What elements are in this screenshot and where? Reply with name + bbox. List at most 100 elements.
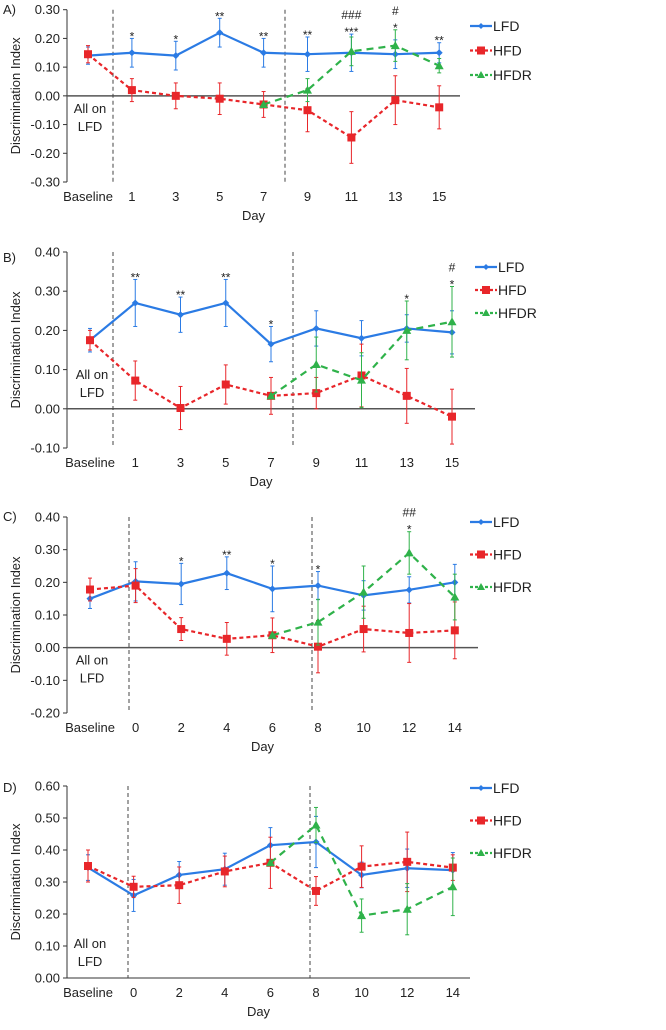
panel-label: B): [3, 250, 16, 265]
data-point: [266, 391, 276, 400]
legend-label: HFD: [493, 547, 522, 563]
data-point: [311, 820, 321, 829]
baseline-note: All on: [74, 936, 107, 951]
y-tick-label: 0.40: [35, 843, 60, 858]
data-point: [86, 585, 94, 594]
data-point: [216, 29, 224, 37]
legend-marker: [477, 46, 485, 55]
data-point: [177, 625, 186, 634]
y-tick-label: -0.10: [30, 673, 60, 688]
legend-label: HFDR: [493, 67, 532, 83]
panel-a: A) 0.30 0.20 0.10 0.00 -0.10 -0.20 -0.30 Discrim…: [3, 2, 532, 223]
significance-marker: #: [392, 4, 399, 18]
x-tick-label: 3: [172, 189, 179, 204]
baseline-note: LFD: [80, 385, 105, 400]
y-tick-label: 0.30: [35, 284, 60, 299]
y-tick-label: -0.20: [30, 706, 60, 721]
data-point: [312, 389, 321, 398]
x-tick-label: 11: [355, 455, 369, 470]
data-point: [448, 412, 456, 421]
panel-d: D) 0.60 0.50 0.40 0.30 0.20 0.10 0.00 Discrimina…: [3, 779, 532, 1020]
data-point: [267, 630, 277, 639]
x-tick-label: 8: [312, 985, 319, 1000]
y-tick-label: 0.30: [35, 2, 60, 17]
data-point: [447, 317, 457, 326]
x-tick-label: 4: [221, 985, 228, 1000]
legend-marker: [478, 785, 484, 791]
legend-label: HFD: [498, 282, 527, 298]
legend-marker: [477, 550, 485, 559]
data-point: [402, 904, 412, 913]
data-point: [129, 882, 138, 891]
panel-c: C) 0.40 0.30 0.20 0.10 0.00 -0.10 -0.20 Discrimi…: [3, 506, 532, 754]
data-point: [222, 634, 231, 643]
data-point: [312, 324, 320, 332]
x-tick-label: 15: [432, 189, 446, 204]
significance-marker: **: [222, 548, 232, 562]
data-point: [390, 41, 400, 50]
x-tick-label: 14: [446, 985, 460, 1000]
y-tick-label: 0.00: [35, 971, 60, 986]
data-point: [177, 311, 184, 319]
data-point: [128, 49, 136, 57]
data-point: [346, 46, 356, 55]
panel-b: B) 0.40 0.30 0.20 0.10 0.00 -0.10 Discriminatio…: [3, 245, 537, 490]
significance-marker: ###: [341, 8, 361, 22]
data-point: [259, 99, 269, 108]
x-axis-label: Day: [242, 208, 266, 223]
data-point: [221, 380, 230, 389]
data-point: [177, 580, 185, 588]
data-point: [303, 85, 312, 94]
x-axis-label: Day: [249, 474, 273, 489]
x-tick-label: 6: [269, 720, 276, 735]
series-line: [263, 44, 440, 106]
significance-marker: *: [404, 292, 409, 306]
baseline-note: LFD: [80, 671, 105, 686]
x-tick-label: 13: [400, 455, 414, 470]
y-tick-label: -0.20: [30, 146, 60, 161]
legend-label: HFDR: [498, 305, 537, 321]
y-tick-label: 0.40: [35, 510, 60, 525]
data-point: [171, 91, 180, 100]
series-hfdr: [267, 531, 460, 646]
data-point: [260, 49, 268, 57]
legend-label: HFDR: [493, 579, 532, 595]
data-point: [450, 626, 459, 635]
x-tick-label: 9: [304, 189, 311, 204]
data-point: [86, 336, 94, 345]
x-tick-label: 5: [222, 455, 229, 470]
data-point: [405, 628, 414, 637]
legend-marker: [482, 286, 490, 294]
series-hfdr: [259, 29, 444, 108]
data-point: [435, 49, 443, 57]
series-hfdr: [265, 806, 458, 936]
significance-marker: *: [179, 554, 184, 568]
baseline-note: LFD: [78, 119, 103, 134]
significance-marker: ***: [344, 25, 358, 39]
x-tick-label: 14: [448, 720, 462, 735]
significance-marker: *: [407, 523, 412, 537]
data-point: [84, 862, 92, 870]
legend-label: HFD: [493, 43, 522, 59]
x-tick-label: 4: [223, 720, 230, 735]
x-tick-label: 12: [402, 720, 416, 735]
y-tick-label: 0.00: [35, 88, 60, 103]
y-tick-label: 0.10: [35, 608, 60, 623]
data-point: [403, 857, 412, 866]
data-point: [304, 50, 311, 58]
legend-marker: [482, 309, 490, 316]
x-tick-label: Baseline: [63, 189, 113, 204]
data-point: [448, 882, 458, 891]
significance-marker: **: [131, 270, 141, 284]
x-tick-label: 9: [313, 455, 320, 470]
significance-marker: **: [221, 270, 231, 284]
data-point: [222, 299, 230, 307]
legend-marker: [477, 71, 485, 78]
baseline-note: All on: [74, 101, 107, 116]
significance-marker: **: [259, 29, 269, 43]
data-point: [265, 858, 275, 867]
x-tick-label: Baseline: [65, 720, 115, 735]
data-point: [127, 86, 136, 95]
y-axis-label: Discrimination Index: [8, 823, 23, 941]
data-point: [314, 642, 322, 651]
